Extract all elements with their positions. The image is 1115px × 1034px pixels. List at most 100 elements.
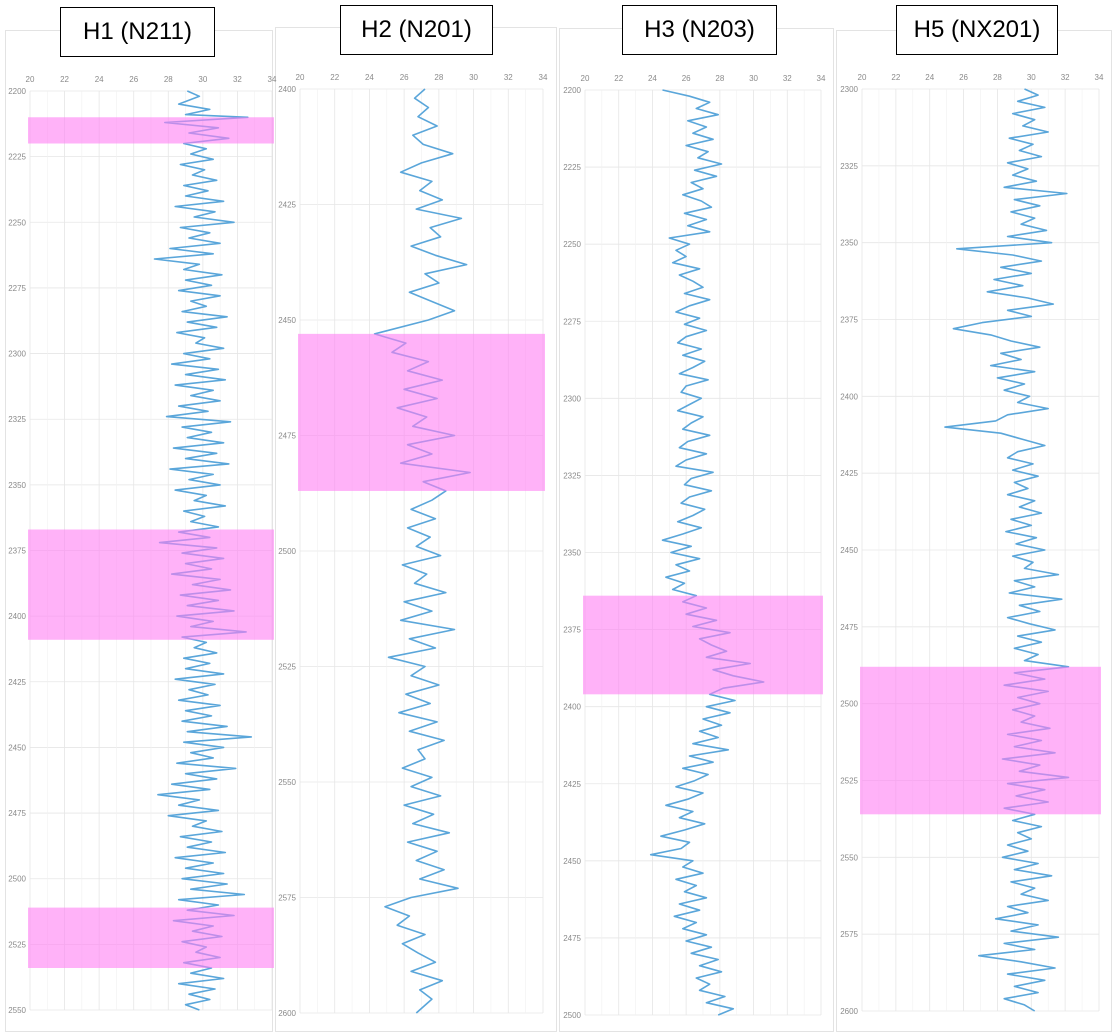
y-tick-label: 2300 [563, 394, 581, 403]
y-tick-label: 2550 [8, 1006, 26, 1015]
y-tick-label: 2350 [8, 481, 26, 490]
x-tick-label: 34 [1095, 73, 1104, 82]
y-tick-label: 2375 [563, 626, 581, 635]
y-tick-label: 2300 [8, 350, 26, 359]
chart-title-h3: H3 (N203) [622, 5, 777, 55]
x-tick-label: 24 [365, 73, 374, 82]
y-tick-label: 2575 [840, 930, 858, 939]
x-tick-label: 28 [164, 75, 173, 84]
y-tick-label: 2425 [278, 201, 296, 210]
y-tick-label: 2200 [8, 87, 26, 96]
x-tick-label: 22 [330, 73, 339, 82]
y-tick-label: 2525 [278, 663, 296, 672]
y-tick-label: 2200 [563, 86, 581, 95]
highlight-band [860, 666, 1101, 815]
y-tick-label: 2525 [840, 777, 858, 786]
x-tick-label: 30 [749, 74, 758, 83]
y-tick-label: 2500 [563, 1011, 581, 1020]
highlight-band [298, 333, 545, 491]
panel-h2 [275, 27, 557, 1032]
x-tick-label: 22 [891, 73, 900, 82]
x-tick-label: 28 [993, 73, 1002, 82]
x-tick-label: 26 [959, 73, 968, 82]
highlight-band [28, 529, 274, 640]
panel-h5 [836, 30, 1112, 1032]
y-tick-label: 2600 [840, 1007, 858, 1016]
x-tick-label: 24 [648, 74, 657, 83]
y-tick-label: 2250 [8, 218, 26, 227]
y-tick-label: 2325 [8, 415, 26, 424]
y-tick-label: 2250 [563, 240, 581, 249]
y-tick-label: 2475 [563, 934, 581, 943]
y-tick-label: 2450 [8, 743, 26, 752]
y-tick-label: 2475 [8, 809, 26, 818]
y-tick-label: 2425 [840, 469, 858, 478]
x-tick-label: 32 [783, 74, 792, 83]
x-tick-label: 20 [26, 75, 35, 84]
x-tick-label: 20 [858, 73, 867, 82]
x-tick-label: 26 [129, 75, 138, 84]
y-tick-label: 2350 [563, 549, 581, 558]
y-tick-label: 2500 [278, 547, 296, 556]
y-tick-label: 2550 [278, 778, 296, 787]
y-tick-label: 2375 [840, 316, 858, 325]
x-tick-label: 22 [60, 75, 69, 84]
y-tick-label: 2525 [8, 940, 26, 949]
x-tick-label: 28 [434, 73, 443, 82]
x-tick-label: 24 [95, 75, 104, 84]
series-line [649, 89, 765, 1016]
y-tick-label: 2375 [8, 547, 26, 556]
y-tick-label: 2450 [278, 316, 296, 325]
chart-title-h2: H2 (N201) [340, 5, 493, 55]
x-tick-label: 34 [539, 73, 548, 82]
x-tick-label: 30 [198, 75, 207, 84]
y-tick-label: 2475 [278, 432, 296, 441]
y-tick-label: 2325 [840, 162, 858, 171]
y-tick-label: 2400 [8, 612, 26, 621]
y-tick-label: 2400 [278, 85, 296, 94]
y-tick-label: 2400 [840, 392, 858, 401]
y-tick-label: 2450 [563, 857, 581, 866]
y-tick-label: 2350 [840, 239, 858, 248]
x-tick-label: 30 [469, 73, 478, 82]
y-tick-label: 2325 [563, 471, 581, 480]
x-tick-label: 34 [268, 75, 277, 84]
x-tick-label: 22 [614, 74, 623, 83]
y-tick-label: 2500 [8, 875, 26, 884]
chart-title-h5: H5 (NX201) [896, 5, 1058, 55]
series-line [373, 88, 471, 1014]
y-tick-label: 2275 [8, 284, 26, 293]
x-tick-label: 32 [1061, 73, 1070, 82]
series-line [944, 88, 1070, 1012]
y-tick-label: 2450 [840, 546, 858, 555]
y-tick-label: 2400 [563, 703, 581, 712]
highlight-band [28, 907, 274, 968]
x-tick-label: 20 [296, 73, 305, 82]
y-tick-label: 2300 [840, 85, 858, 94]
y-tick-label: 2575 [278, 894, 296, 903]
y-tick-label: 2500 [840, 700, 858, 709]
x-tick-label: 28 [715, 74, 724, 83]
x-tick-label: 32 [504, 73, 513, 82]
x-tick-label: 34 [817, 74, 826, 83]
x-tick-label: 24 [925, 73, 934, 82]
x-tick-label: 26 [682, 74, 691, 83]
x-tick-label: 30 [1027, 73, 1036, 82]
highlight-band [28, 117, 274, 144]
y-tick-label: 2225 [8, 153, 26, 162]
highlight-band [583, 595, 823, 695]
x-tick-label: 20 [581, 74, 590, 83]
x-tick-label: 32 [233, 75, 242, 84]
y-tick-label: 2275 [563, 317, 581, 326]
y-tick-label: 2425 [563, 780, 581, 789]
y-tick-label: 2225 [563, 163, 581, 172]
y-tick-label: 2425 [8, 678, 26, 687]
y-tick-label: 2475 [840, 623, 858, 632]
y-tick-label: 2550 [840, 853, 858, 862]
x-tick-label: 26 [400, 73, 409, 82]
y-tick-label: 2600 [278, 1009, 296, 1018]
